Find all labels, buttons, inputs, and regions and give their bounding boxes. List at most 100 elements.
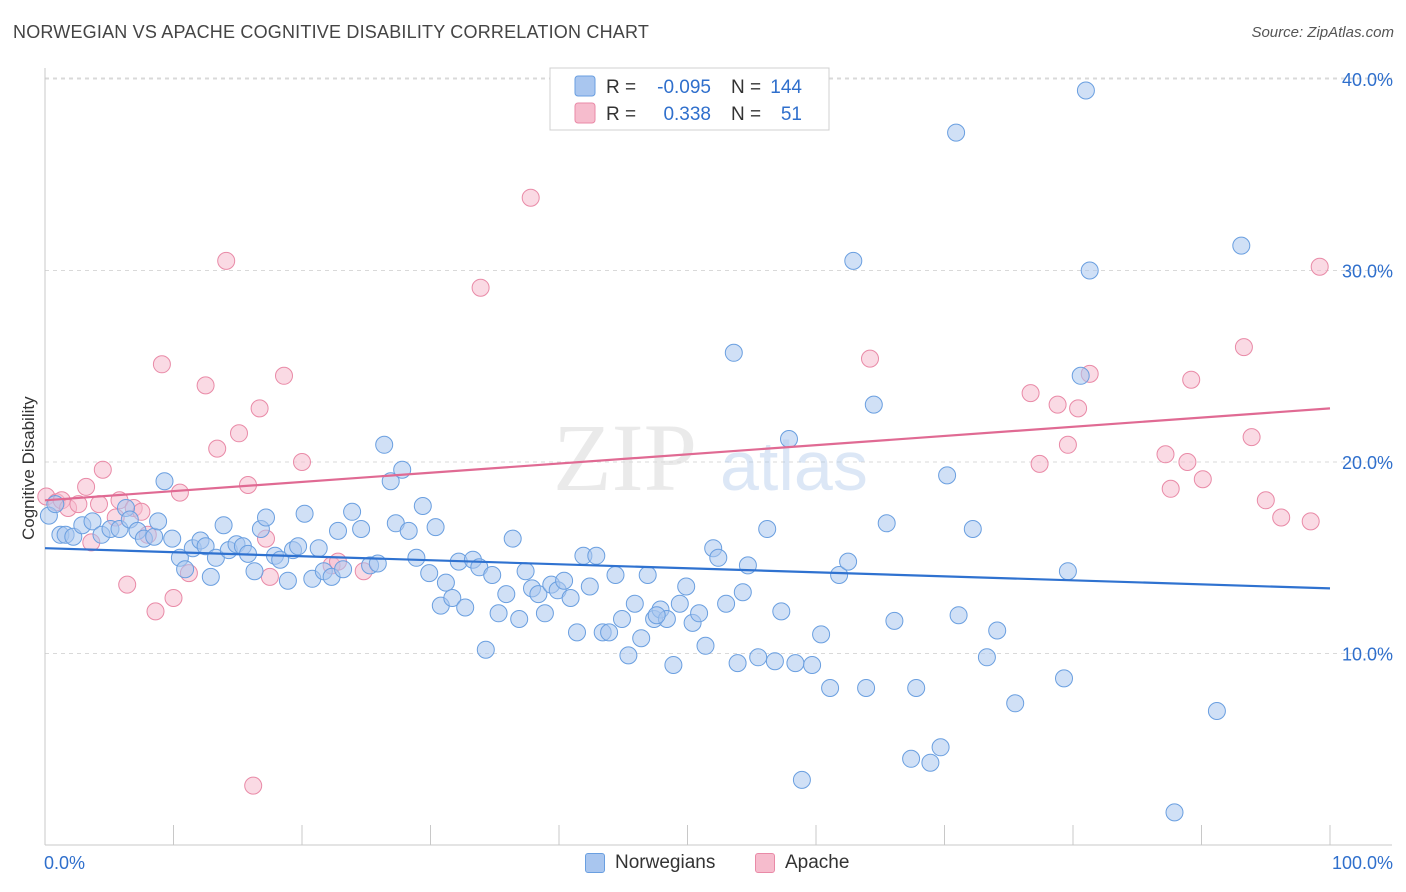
norwegians-point-117	[830, 566, 849, 584]
norwegians-trend-line	[44, 547, 1331, 590]
norwegians-point-23	[201, 567, 220, 586]
norwegians-point-77	[555, 571, 574, 590]
norwegians-point-87	[619, 646, 638, 665]
legend-item-norwegians[interactable]: Norwegians	[585, 852, 715, 874]
norwegians-point-127	[931, 738, 950, 757]
norwegians-point-102	[717, 594, 736, 613]
norwegians-point-143	[647, 606, 666, 625]
norwegians-point-16	[155, 472, 174, 491]
norwegians-point-134	[1055, 669, 1073, 688]
apache-point-28	[260, 567, 279, 586]
norwegians-point-107	[749, 648, 768, 667]
legend-item-apache[interactable]: Apache	[755, 852, 849, 874]
norwegians-point-67	[489, 604, 508, 623]
norwegians-point-105	[733, 583, 752, 602]
norwegians-point-141	[1232, 236, 1251, 255]
norwegians-point-14	[145, 527, 164, 546]
y-tick-label-1: 20.0%	[1342, 453, 1393, 473]
norwegians-point-89	[632, 629, 651, 648]
watermark-zip: ZIP	[553, 404, 697, 511]
axes	[44, 68, 1392, 846]
norwegians-point-85	[606, 566, 625, 584]
norwegians-point-121	[864, 395, 883, 414]
norwegians-point-81	[580, 577, 599, 596]
norwegians-point-104	[728, 654, 747, 673]
norwegians-point-103	[724, 343, 743, 362]
norwegians-point-73	[529, 585, 548, 604]
norwegians-point-66	[483, 566, 502, 584]
norwegians-point-90	[638, 566, 657, 584]
norwegians-point-69	[503, 529, 522, 548]
norwegians-point-128	[938, 466, 957, 485]
apache-point-46	[1182, 370, 1201, 389]
norwegians-point-78	[561, 589, 580, 607]
apache-point-20	[196, 376, 215, 395]
norwegians-point-138	[1080, 261, 1099, 280]
norwegians-point-118	[839, 552, 858, 571]
apache-point-50	[1256, 491, 1275, 510]
x-tick-label-1: 100.0%	[1332, 853, 1393, 873]
apache-point-36	[861, 349, 879, 368]
norwegians-point-135	[1058, 562, 1077, 581]
apache-points	[37, 188, 1329, 795]
legend-r-label-apache: R =	[606, 104, 636, 125]
x-tick-label-0: 0.0%	[44, 853, 85, 873]
norwegians-point-70	[510, 610, 529, 628]
norwegians-point-96	[677, 577, 696, 596]
norwegians-point-95	[670, 594, 689, 613]
norwegians-point-15	[149, 512, 168, 531]
apache-trend-line	[44, 407, 1331, 502]
apache-point-47	[1193, 470, 1212, 489]
apache-point-30	[293, 453, 311, 471]
apache-point-16	[152, 355, 171, 374]
norwegians-point-84	[600, 623, 619, 642]
apache-point-52	[1301, 512, 1320, 531]
legend-n-value-norwegians: 144	[770, 77, 802, 98]
norwegians-point-71	[516, 562, 535, 581]
norwegians-point-113	[792, 770, 811, 789]
norwegians-point-54	[407, 548, 426, 567]
apache-point-53	[1310, 257, 1329, 276]
apache-point-8	[93, 460, 112, 479]
norwegians-point-110	[772, 602, 791, 621]
apache-point-44	[1161, 479, 1180, 498]
apache-point-43	[1156, 445, 1175, 464]
norwegians-point-6	[83, 512, 102, 531]
y-tick-label-2: 30.0%	[1342, 262, 1393, 282]
norwegians-point-122	[877, 514, 896, 533]
apache-point-11	[118, 575, 137, 594]
norwegians-point-57	[426, 518, 445, 537]
legend-label-apache: Apache	[785, 852, 850, 873]
apache-point-45	[1178, 453, 1197, 471]
trend-lines	[44, 407, 1331, 590]
norwegians-point-35	[278, 571, 297, 590]
apache-point-21	[208, 439, 227, 458]
norwegians-point-98	[690, 604, 709, 623]
norwegians-point-136	[1071, 366, 1090, 385]
norwegians-point-109	[765, 652, 784, 671]
norwegians-point-43	[329, 521, 347, 540]
norwegians-point-115	[812, 625, 831, 644]
apache-point-37	[1021, 384, 1040, 403]
apache-point-40	[1058, 435, 1077, 454]
norwegians-point-38	[295, 504, 314, 523]
norwegians-point-139	[1165, 803, 1184, 822]
norwegians-point-88	[625, 594, 644, 613]
norwegians-point-130	[963, 520, 982, 538]
norwegians-point-37	[289, 537, 308, 556]
norwegians-point-56	[420, 564, 439, 583]
apache-point-7	[90, 495, 108, 514]
norwegians-point-86	[613, 610, 631, 628]
norwegians-point-22	[196, 537, 215, 556]
norwegians-point-82	[587, 546, 606, 565]
norwegians-point-137	[1076, 81, 1095, 100]
watermark: ZIP atlas	[553, 404, 868, 511]
norwegians-point-123	[885, 611, 904, 630]
legend-r-value-norwegians: -0.095	[657, 77, 711, 98]
norwegians-point-68	[497, 585, 516, 604]
legend-stats: R = -0.095 N = 144 R = 0.338 N = 51	[549, 67, 830, 131]
norwegians-point-79	[568, 623, 586, 642]
legend-swatch-apache	[574, 102, 596, 124]
norwegians-point-45	[343, 502, 362, 521]
apache-point-39	[1048, 395, 1067, 414]
